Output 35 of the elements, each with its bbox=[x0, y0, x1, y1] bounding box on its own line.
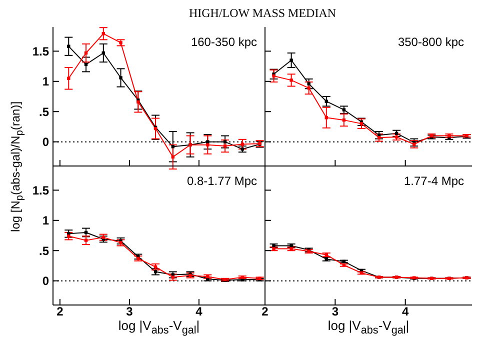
point bbox=[206, 143, 210, 146]
point bbox=[324, 116, 328, 120]
y-tick-label: 0 bbox=[42, 274, 50, 288]
point bbox=[307, 82, 310, 86]
annotation: 350-800 kpc bbox=[398, 35, 464, 49]
point bbox=[171, 145, 174, 148]
annotation: 1.77-4 Mpc bbox=[404, 174, 464, 188]
y-tick-label: 1 bbox=[42, 214, 50, 228]
point bbox=[324, 100, 328, 103]
y-tick-label: .5 bbox=[38, 104, 50, 119]
point bbox=[223, 140, 227, 144]
point bbox=[290, 58, 293, 62]
x-tick-label: 2 bbox=[56, 304, 64, 319]
x-axis-title: log |V$_{abs}$-V$_{gal}$| bbox=[117, 318, 201, 337]
x-tick-label: 3 bbox=[332, 304, 339, 319]
chart-title: HIGH/LOW MASS MEDIAN bbox=[188, 6, 338, 21]
annotation: 0.8-1.77 Mpc bbox=[186, 174, 257, 188]
point bbox=[84, 238, 88, 242]
point bbox=[119, 76, 122, 80]
y-tick-label: 1.5 bbox=[32, 183, 50, 198]
annotation: 160-350 kpc bbox=[190, 35, 257, 49]
y-tick-label: 1 bbox=[42, 74, 50, 89]
y-tick-label: 0 bbox=[42, 135, 50, 150]
x-tick-label: 4 bbox=[402, 304, 409, 319]
point bbox=[67, 44, 70, 48]
y-tick-label: 1.5 bbox=[32, 44, 50, 58]
x-tick-label: 3 bbox=[126, 304, 134, 319]
x-axis-title: log |V$_{abs}$-V$_{gal}$| bbox=[326, 318, 410, 337]
x-tick-label: 4 bbox=[196, 304, 203, 319]
point bbox=[290, 78, 293, 82]
point bbox=[342, 108, 346, 112]
x-tick-label: 2 bbox=[262, 304, 269, 319]
point bbox=[206, 140, 210, 144]
y-tick-label: .5 bbox=[38, 244, 50, 258]
point bbox=[240, 142, 244, 146]
